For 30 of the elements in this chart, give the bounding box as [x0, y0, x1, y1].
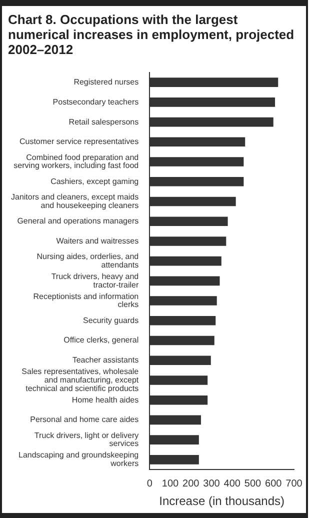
y-tick-label: Truck drivers, light or delivery services: [34, 430, 139, 448]
y-tick-label: Security guards: [83, 316, 139, 325]
x-tick-label: 100: [162, 478, 180, 490]
y-tick-label: Office clerks, general: [64, 336, 139, 345]
y-tick-label: Receptionists and information clerks: [33, 292, 139, 310]
y-tick-label: Personal and home care aides: [30, 415, 139, 424]
x-tick-label: 400: [224, 478, 241, 490]
y-tick-label: Janitors and cleaners, except maids and housekeeping cleaners: [10, 192, 139, 210]
y-tick-label: Truck drivers, heavy and tractor-trailer: [51, 272, 139, 290]
y-tick-label: Combined food preparation and serving workers, including fast food: [14, 152, 139, 170]
x-tick-label: 200: [182, 478, 200, 490]
y-tick-label: Retail salespersons: [68, 117, 139, 126]
x-tick-label: 600: [265, 478, 282, 490]
x-tick-label: 0: [146, 478, 153, 490]
y-tick-label: Registered nurses: [74, 78, 139, 87]
y-tick-label: Nursing aides, orderlies, and attendants: [36, 252, 139, 270]
y-tick-label: General and operations managers: [17, 216, 139, 226]
y-tick-label: Teacher assistants: [72, 356, 139, 365]
y-tick-label: Sales representatives, wholesale and manufacturing, except technical and scientific products: [22, 367, 140, 393]
x-tick-label: 700: [286, 478, 303, 490]
y-tick-label: Landscaping and groundskeeping workers: [18, 450, 139, 468]
y-tick-label: Waiters and waitresses: [56, 236, 139, 246]
y-tick-label: Cashiers, except gaming: [50, 176, 139, 186]
chart-title: Chart 8. Occupations with the largest numerical increases in employment, projected 2002–2012: [7, 11, 296, 59]
x-axis-title: Increase (in thousands): [159, 494, 285, 508]
y-tick-label: Postsecondary teachers: [52, 97, 139, 106]
x-tick-label: 300: [203, 478, 220, 490]
y-tick-label: Customer service representatives: [19, 137, 139, 146]
x-tick-label: 500: [244, 478, 262, 490]
y-tick-label: Home health aides: [72, 395, 139, 404]
